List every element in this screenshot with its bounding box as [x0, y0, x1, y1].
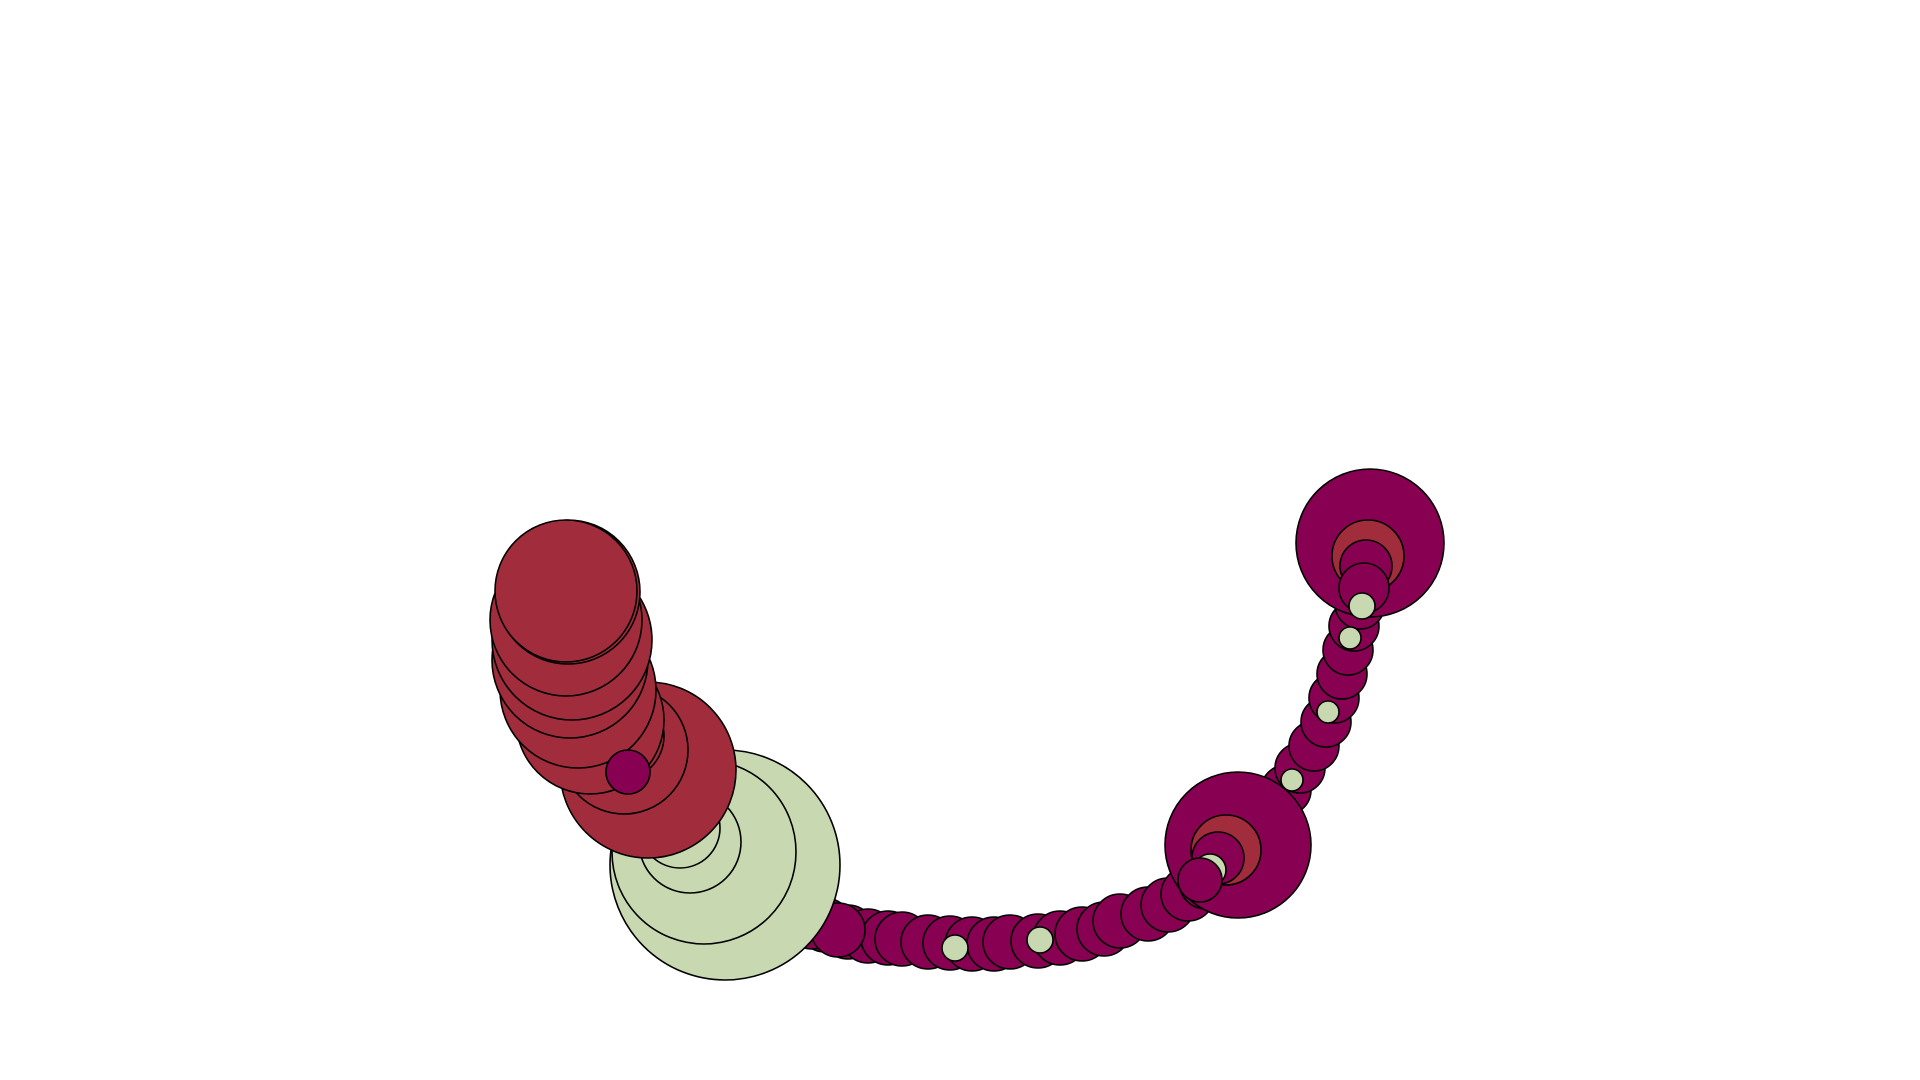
sage-bead-small — [1316, 700, 1340, 724]
magenta-bead-small — [605, 749, 651, 795]
sage-bead-small — [941, 934, 969, 962]
sage-bead-small — [1280, 768, 1304, 792]
sage-bead-small — [1338, 626, 1362, 650]
bead-chain — [489, 468, 1445, 981]
sage-bead-small — [1026, 926, 1054, 954]
sage-inner-bead — [1348, 592, 1376, 620]
top-red-bead — [494, 519, 638, 663]
magenta-inner-bead — [1177, 857, 1223, 903]
